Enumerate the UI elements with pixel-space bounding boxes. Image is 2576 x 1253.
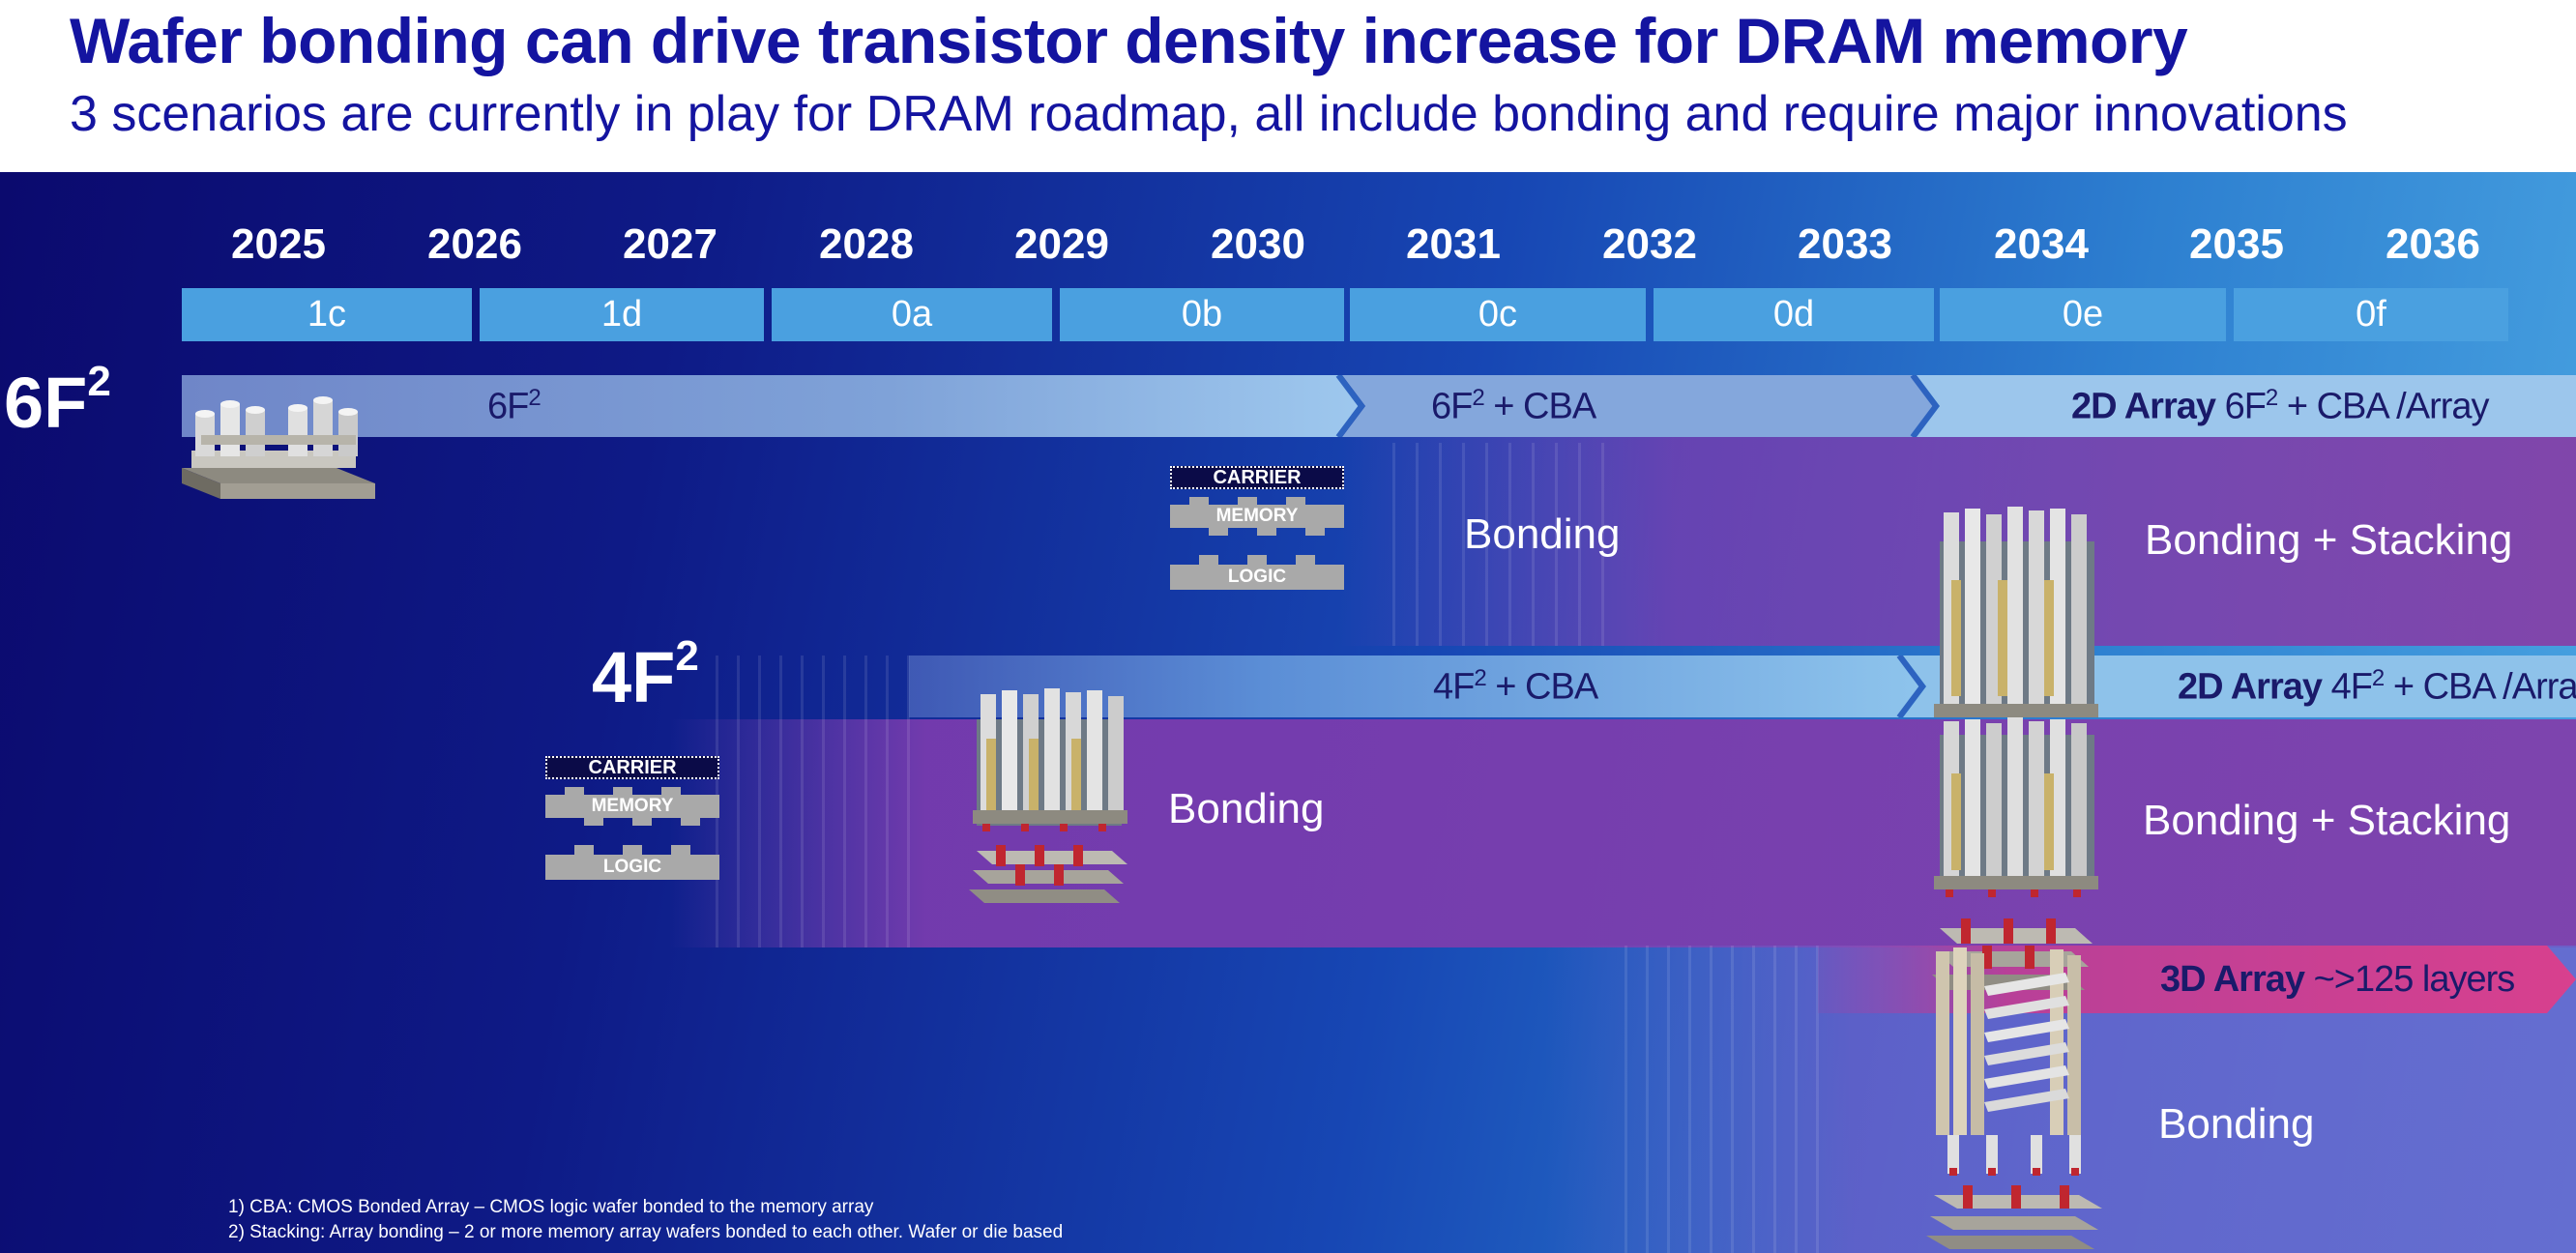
node-box: 0d — [1654, 288, 1934, 341]
node-box: 1c — [182, 288, 472, 341]
label-base: 6F — [1431, 386, 1473, 427]
caption-6f2-bonding: Bonding — [1464, 510, 1621, 558]
label-rest: + CBA /Array — [2384, 666, 2576, 708]
dram-stacked-bonded-illustration — [1932, 507, 2098, 990]
logic-layer-shape — [1170, 555, 1344, 590]
year-label: 2031 — [1406, 220, 1501, 268]
roadmap-diagram: 2025 2026 2027 2028 2029 2030 2031 2032 … — [0, 172, 2576, 1253]
node-box: 1d — [480, 288, 764, 341]
caption-6f2-bonding-stacking: Bonding + Stacking — [2145, 516, 2513, 564]
stripe-accent-3d — [1625, 946, 1837, 1253]
arrow-label-4f2-cba: 4F2 + CBA — [1433, 665, 1598, 709]
label-rest: + CBA — [1483, 386, 1596, 427]
year-label: 2030 — [1211, 220, 1305, 268]
label-base: 4F — [2322, 666, 2373, 708]
label-base: 6F — [2215, 386, 2267, 427]
size-label-base: 4F — [592, 637, 676, 717]
year-label: 2036 — [2386, 220, 2480, 268]
arrow-label-3d-array: 3D Array ~>125 layers — [2160, 959, 2516, 1001]
label-base: 4F — [1433, 666, 1475, 708]
stripe-accent-4f2 — [716, 656, 928, 947]
label-sup: 2 — [2265, 385, 2278, 411]
label-base: 6F — [487, 386, 529, 427]
node-box: 0f — [2234, 288, 2508, 341]
label-sup: 2 — [1472, 385, 1484, 411]
page-title: Wafer bonding can drive transistor densi… — [70, 5, 2188, 76]
band-4f2-bonding — [0, 719, 2576, 947]
carrier-layer: CARRIER — [1170, 466, 1344, 489]
label-rest: + CBA /Array — [2277, 386, 2490, 427]
stack-diagram-6f2: CARRIER MEMORY LOGIC — [1170, 466, 1344, 592]
dram-4f2-bonded-illustration — [969, 688, 1127, 903]
label-rest: ~>125 layers — [2304, 959, 2516, 1000]
year-label: 2029 — [1014, 220, 1109, 268]
dram-6f2-cell-illustration — [182, 396, 375, 499]
label-bold: 3D Array — [2160, 959, 2305, 1000]
node-box: 0e — [1940, 288, 2226, 341]
memory-label: MEMORY — [1215, 506, 1299, 526]
label-bold: 2D Array — [2071, 386, 2216, 427]
roadmap-arrow-6f2: 6F2 6F2 + CBA 2D Array 6F2 + CBA /Array — [182, 375, 2576, 437]
year-label: 2028 — [819, 220, 914, 268]
year-label: 2035 — [2189, 220, 2284, 268]
year-label: 2027 — [623, 220, 717, 268]
roadmap-arrow-4f2: 4F2 + CBA 2D Array 4F2 + CBA /Array — [909, 656, 2576, 717]
node-box: 0c — [1350, 288, 1646, 341]
size-label-base: 6F — [4, 363, 88, 443]
memory-layer-shape — [545, 787, 719, 826]
size-label-sup: 2 — [87, 358, 111, 405]
footnote: 2) Stacking: Array bonding – 2 or more m… — [228, 1222, 1064, 1242]
arrow-label-6f2-cba: 6F2 + CBA — [1431, 385, 1596, 428]
arrow-label-6f2: 6F2 — [487, 385, 542, 428]
arrow-label-6f2-2d-array: 2D Array 6F2 + CBA /Array — [2071, 385, 2490, 428]
label-bold: 2D Array — [2178, 666, 2323, 708]
node-box: 0a — [772, 288, 1052, 341]
caption-4f2-bonding: Bonding — [1168, 785, 1325, 832]
logic-label: LOGIC — [1227, 567, 1287, 587]
year-label: 2025 — [231, 220, 326, 268]
carrier-layer: CARRIER — [545, 756, 719, 779]
stripe-accent-6f2 — [1392, 443, 1625, 646]
dram-3d-array-illustration — [1926, 947, 2102, 1249]
memory-label: MEMORY — [591, 796, 674, 816]
label-sup: 2 — [528, 385, 541, 411]
arrow-6f2-shape — [182, 375, 2576, 437]
year-label: 2026 — [427, 220, 522, 268]
year-label: 2034 — [1994, 220, 2089, 268]
logic-label: LOGIC — [602, 857, 662, 877]
size-label-4f2: 4F2 — [592, 632, 699, 718]
page-subtitle: 3 scenarios are currently in play for DR… — [70, 86, 2348, 142]
year-label: 2033 — [1798, 220, 1892, 268]
footnote: 1) CBA: CMOS Bonded Array – CMOS logic w… — [228, 1197, 874, 1217]
size-label-6f2: 6F2 — [4, 358, 111, 444]
caption-4f2-bonding-stacking: Bonding + Stacking — [2143, 797, 2511, 844]
memory-layer-shape — [1170, 497, 1344, 536]
year-label: 2032 — [1602, 220, 1697, 268]
arrow-label-4f2-2d-array: 2D Array 4F2 + CBA /Array — [2178, 665, 2576, 709]
logic-layer-shape — [545, 845, 719, 880]
label-rest: + CBA — [1485, 666, 1598, 708]
label-sup: 2 — [1474, 665, 1486, 691]
caption-3d-bonding: Bonding — [2158, 1100, 2315, 1148]
size-label-sup: 2 — [675, 632, 699, 680]
header: Wafer bonding can drive transistor densi… — [0, 0, 2576, 172]
stack-diagram-4f2: CARRIER MEMORY LOGIC — [545, 756, 719, 882]
label-sup: 2 — [2371, 665, 2385, 691]
node-box: 0b — [1060, 288, 1344, 341]
